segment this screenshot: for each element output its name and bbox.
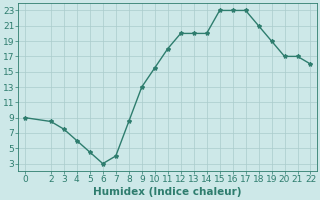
X-axis label: Humidex (Indice chaleur): Humidex (Indice chaleur) [93,187,242,197]
